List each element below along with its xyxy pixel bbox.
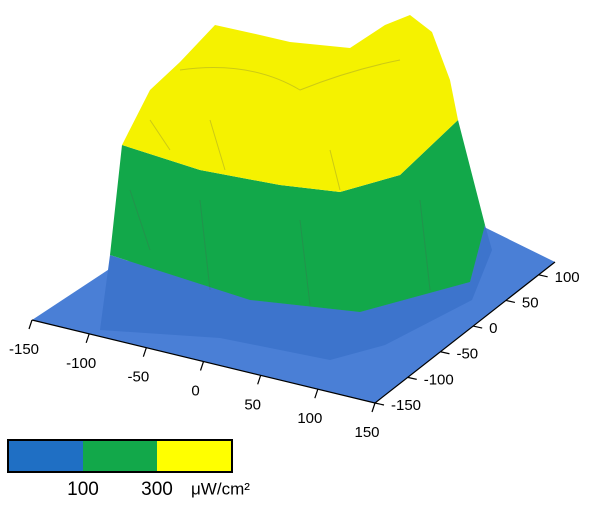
x-tick	[371, 402, 376, 413]
x-tick-label: 0	[191, 382, 199, 399]
y-tick-label: -100	[424, 371, 454, 388]
colorbar-label: 300	[141, 479, 173, 500]
y-tick	[407, 376, 417, 380]
surface-shading	[129, 59, 431, 306]
colorbar-segment	[83, 441, 157, 471]
surface	[32, 15, 555, 403]
surface-top	[122, 15, 458, 192]
x-tick-label: -50	[127, 369, 149, 386]
colorbar-segment	[157, 441, 231, 471]
y-tick	[505, 299, 516, 304]
colorbar-segment	[9, 441, 83, 471]
surface-middle-band	[110, 120, 485, 312]
x-tick	[142, 347, 147, 357]
x-tick	[28, 319, 33, 330]
y-tick-label: -50	[456, 346, 478, 363]
colorbar-frame	[7, 439, 233, 473]
colorbar-label: 100	[67, 479, 99, 500]
colorbar-unit: μW/cm²	[191, 479, 250, 498]
y-tick-label: -150	[391, 397, 421, 414]
y-tick-label: 0	[489, 320, 497, 337]
x-tick-label: -150	[9, 341, 39, 358]
x-tick-label: -100	[66, 355, 96, 372]
y-tick	[538, 274, 548, 278]
surface-lower-wall	[100, 225, 492, 360]
x-tick	[199, 361, 205, 371]
x-tick-label: 100	[297, 410, 322, 427]
x-tick	[314, 388, 319, 399]
colorbar	[7, 439, 233, 473]
y-tick	[440, 351, 450, 355]
x-tick	[85, 333, 90, 344]
x-tick-label: 150	[354, 424, 379, 441]
y-axis-line	[374, 261, 556, 404]
y-tick	[473, 325, 483, 329]
y-tick-label: 100	[555, 269, 580, 286]
x-tick-label: 50	[244, 396, 261, 413]
y-tick	[374, 402, 385, 406]
y-tick-label: 50	[522, 294, 539, 311]
x-tick	[257, 375, 262, 385]
